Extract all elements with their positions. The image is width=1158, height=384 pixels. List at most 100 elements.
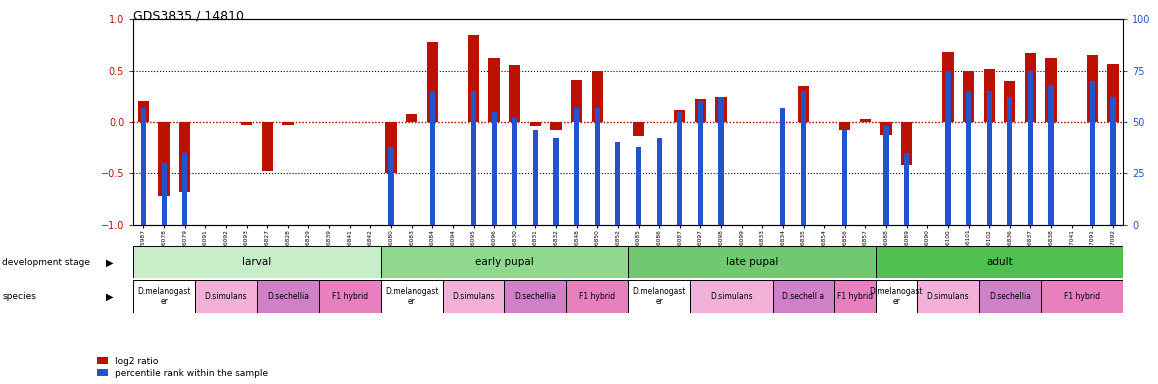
Bar xyxy=(566,280,628,313)
Bar xyxy=(917,280,979,313)
Bar xyxy=(677,112,682,225)
Bar xyxy=(133,246,381,278)
Bar xyxy=(574,108,579,225)
Bar xyxy=(386,122,397,173)
Bar xyxy=(904,153,909,225)
Bar xyxy=(182,153,188,225)
Bar xyxy=(489,58,500,122)
Bar xyxy=(241,122,252,125)
Bar xyxy=(628,246,875,278)
Text: F1 hybrid: F1 hybrid xyxy=(837,292,873,301)
Text: D.sechellia: D.sechellia xyxy=(989,292,1031,301)
Text: D.sechell a: D.sechell a xyxy=(783,292,824,301)
Bar xyxy=(1090,81,1095,225)
Text: ▶: ▶ xyxy=(107,257,113,267)
Bar xyxy=(505,280,566,313)
Text: F1 hybrid: F1 hybrid xyxy=(331,292,368,301)
Bar xyxy=(842,130,848,225)
Bar xyxy=(406,114,417,122)
Bar xyxy=(1041,280,1123,313)
Bar xyxy=(633,122,644,136)
Bar xyxy=(718,97,724,225)
Bar xyxy=(772,280,835,313)
Text: D.simulans: D.simulans xyxy=(926,292,969,301)
Bar xyxy=(835,280,875,313)
Text: development stage: development stage xyxy=(2,258,90,267)
Bar xyxy=(529,122,541,126)
Bar xyxy=(283,122,293,125)
Bar xyxy=(510,65,520,122)
Text: late pupal: late pupal xyxy=(726,257,778,267)
Bar xyxy=(674,109,686,122)
Text: adult: adult xyxy=(987,257,1013,267)
Bar xyxy=(875,246,1123,278)
Bar xyxy=(690,280,772,313)
Text: D.melanogast
er: D.melanogast er xyxy=(384,287,439,306)
Bar xyxy=(571,80,582,122)
Bar xyxy=(533,130,538,225)
Bar xyxy=(141,108,146,225)
Bar xyxy=(471,91,476,225)
Bar xyxy=(801,91,806,225)
Bar xyxy=(875,280,917,313)
Bar xyxy=(987,91,991,225)
Bar xyxy=(595,108,600,225)
Bar xyxy=(698,101,703,225)
Bar xyxy=(657,138,661,225)
Bar xyxy=(468,35,479,122)
Bar xyxy=(1046,58,1057,122)
Bar xyxy=(628,280,690,313)
Text: F1 hybrid: F1 hybrid xyxy=(579,292,615,301)
Bar xyxy=(884,126,888,225)
Bar xyxy=(1004,81,1016,122)
Bar xyxy=(554,138,558,225)
Bar xyxy=(880,122,892,135)
Bar xyxy=(780,108,785,225)
Text: GDS3835 / 14810: GDS3835 / 14810 xyxy=(133,10,244,23)
Text: F1 hybrid: F1 hybrid xyxy=(1064,292,1100,301)
Bar xyxy=(133,280,195,313)
Bar xyxy=(716,97,727,122)
Text: D.melanogast
er: D.melanogast er xyxy=(632,287,686,306)
Text: larval: larval xyxy=(242,257,272,267)
Bar xyxy=(695,99,706,122)
Bar xyxy=(491,112,497,225)
Bar xyxy=(430,91,435,225)
Bar xyxy=(966,91,972,225)
Bar xyxy=(1086,55,1098,122)
Bar xyxy=(1111,97,1115,225)
Bar xyxy=(318,280,381,313)
Bar xyxy=(901,122,913,165)
Bar xyxy=(161,163,167,225)
Bar xyxy=(859,119,871,122)
Bar xyxy=(262,122,273,171)
Bar xyxy=(381,280,442,313)
Bar xyxy=(798,86,809,122)
Text: D.melanogast
er: D.melanogast er xyxy=(870,287,923,306)
Bar xyxy=(1107,65,1119,122)
Bar xyxy=(945,71,951,225)
Bar xyxy=(179,122,190,192)
Legend: log2 ratio, percentile rank within the sample: log2 ratio, percentile rank within the s… xyxy=(97,357,269,377)
Bar xyxy=(195,280,257,313)
Bar xyxy=(550,122,562,130)
Text: ▶: ▶ xyxy=(107,292,113,302)
Bar xyxy=(257,280,318,313)
Text: D.melanogast
er: D.melanogast er xyxy=(138,287,191,306)
Text: species: species xyxy=(2,292,36,301)
Bar xyxy=(943,52,953,122)
Bar xyxy=(1048,85,1054,225)
Bar xyxy=(159,122,170,196)
Bar xyxy=(388,147,394,225)
Bar xyxy=(1007,97,1012,225)
Bar xyxy=(138,101,149,122)
Bar xyxy=(426,42,438,122)
Bar xyxy=(979,280,1041,313)
Bar xyxy=(381,246,628,278)
Text: early pupal: early pupal xyxy=(475,257,534,267)
Text: D.sechellia: D.sechellia xyxy=(514,292,556,301)
Bar xyxy=(512,118,518,225)
Bar xyxy=(983,68,995,122)
Bar xyxy=(1028,71,1033,225)
Bar xyxy=(963,71,974,122)
